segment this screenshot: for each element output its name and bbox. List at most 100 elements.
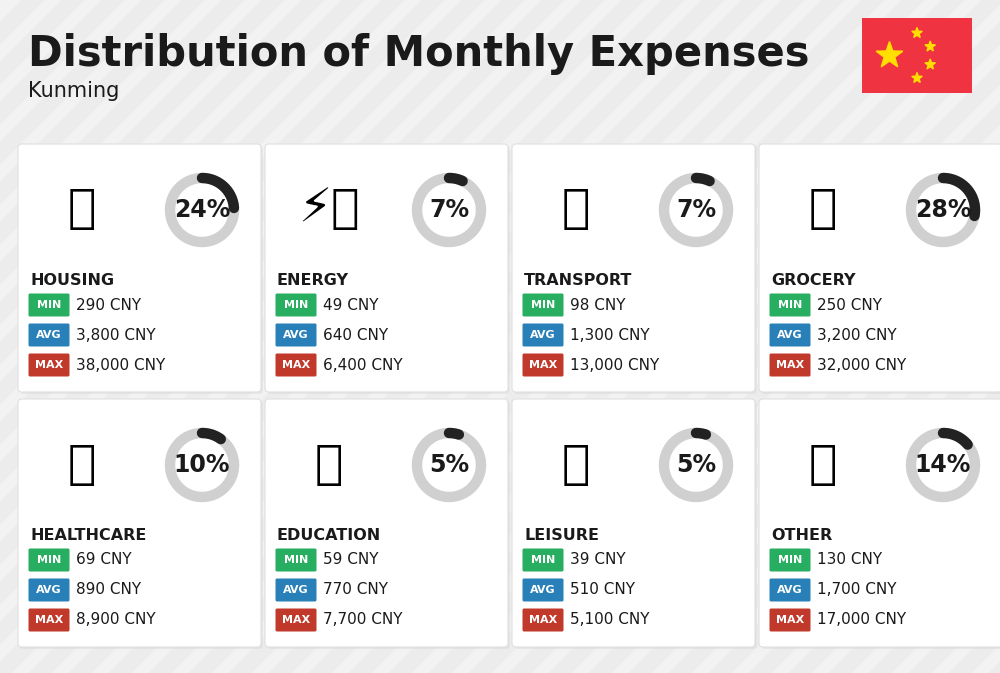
Text: MIN: MIN <box>531 300 555 310</box>
FancyBboxPatch shape <box>28 579 70 602</box>
FancyBboxPatch shape <box>28 293 70 316</box>
Text: 98 CNY: 98 CNY <box>570 297 626 312</box>
Text: 59 CNY: 59 CNY <box>323 553 378 567</box>
FancyBboxPatch shape <box>276 293 316 316</box>
Text: 890 CNY: 890 CNY <box>76 583 141 598</box>
FancyBboxPatch shape <box>28 324 70 347</box>
Text: AVG: AVG <box>777 585 803 595</box>
FancyBboxPatch shape <box>522 579 564 602</box>
Text: 8,900 CNY: 8,900 CNY <box>76 612 156 627</box>
Text: 38,000 CNY: 38,000 CNY <box>76 357 165 372</box>
Text: EDUCATION: EDUCATION <box>277 528 381 543</box>
Text: MIN: MIN <box>37 300 61 310</box>
Text: 640 CNY: 640 CNY <box>323 328 388 343</box>
FancyBboxPatch shape <box>514 146 757 394</box>
Text: 3,800 CNY: 3,800 CNY <box>76 328 156 343</box>
Text: 5,100 CNY: 5,100 CNY <box>570 612 650 627</box>
FancyBboxPatch shape <box>28 608 70 631</box>
Text: 1,700 CNY: 1,700 CNY <box>817 583 896 598</box>
FancyBboxPatch shape <box>770 293 810 316</box>
Text: 5%: 5% <box>676 453 716 477</box>
Text: 10%: 10% <box>174 453 230 477</box>
FancyBboxPatch shape <box>770 324 810 347</box>
Text: MAX: MAX <box>35 360 63 370</box>
Polygon shape <box>912 73 922 83</box>
Text: AVG: AVG <box>530 330 556 340</box>
Text: MIN: MIN <box>284 300 308 310</box>
Text: 39 CNY: 39 CNY <box>570 553 626 567</box>
Text: 🩺: 🩺 <box>68 443 96 487</box>
Text: 6,400 CNY: 6,400 CNY <box>323 357 403 372</box>
Text: 290 CNY: 290 CNY <box>76 297 141 312</box>
FancyBboxPatch shape <box>522 324 564 347</box>
Text: 32,000 CNY: 32,000 CNY <box>817 357 906 372</box>
Text: 🎓: 🎓 <box>315 443 343 487</box>
Text: 🏗️: 🏗️ <box>68 188 96 232</box>
FancyBboxPatch shape <box>522 548 564 571</box>
Text: TRANSPORT: TRANSPORT <box>524 273 632 288</box>
FancyBboxPatch shape <box>770 579 810 602</box>
Text: 5%: 5% <box>429 453 469 477</box>
Text: MIN: MIN <box>778 555 802 565</box>
Text: HEALTHCARE: HEALTHCARE <box>30 528 146 543</box>
FancyBboxPatch shape <box>18 399 261 647</box>
FancyBboxPatch shape <box>276 548 316 571</box>
Polygon shape <box>925 59 935 69</box>
Text: 770 CNY: 770 CNY <box>323 583 388 598</box>
Text: Distribution of Monthly Expenses: Distribution of Monthly Expenses <box>28 33 810 75</box>
Text: ENERGY: ENERGY <box>277 273 349 288</box>
Text: MAX: MAX <box>282 360 310 370</box>
Text: 13,000 CNY: 13,000 CNY <box>570 357 659 372</box>
Polygon shape <box>876 42 903 67</box>
Text: AVG: AVG <box>283 585 309 595</box>
Text: 510 CNY: 510 CNY <box>570 583 635 598</box>
Text: LEISURE: LEISURE <box>524 528 599 543</box>
Text: 🛍️: 🛍️ <box>562 443 590 487</box>
FancyBboxPatch shape <box>759 144 1000 392</box>
Text: 69 CNY: 69 CNY <box>76 553 132 567</box>
Text: 250 CNY: 250 CNY <box>817 297 882 312</box>
FancyBboxPatch shape <box>28 548 70 571</box>
FancyBboxPatch shape <box>770 608 810 631</box>
Text: MAX: MAX <box>776 615 804 625</box>
Text: MAX: MAX <box>282 615 310 625</box>
Text: Kunming: Kunming <box>28 81 119 101</box>
Text: AVG: AVG <box>36 330 62 340</box>
Bar <box>862 18 972 93</box>
Text: MAX: MAX <box>529 615 557 625</box>
FancyBboxPatch shape <box>770 353 810 376</box>
FancyBboxPatch shape <box>265 144 508 392</box>
FancyBboxPatch shape <box>512 144 755 392</box>
FancyBboxPatch shape <box>512 399 755 647</box>
Text: 130 CNY: 130 CNY <box>817 553 882 567</box>
Text: GROCERY: GROCERY <box>771 273 856 288</box>
Text: 🛒: 🛒 <box>809 188 837 232</box>
FancyBboxPatch shape <box>759 399 1000 647</box>
Text: MIN: MIN <box>778 300 802 310</box>
Text: AVG: AVG <box>36 585 62 595</box>
FancyBboxPatch shape <box>276 608 316 631</box>
Polygon shape <box>912 28 922 38</box>
Text: 49 CNY: 49 CNY <box>323 297 378 312</box>
FancyBboxPatch shape <box>761 401 1000 649</box>
FancyBboxPatch shape <box>522 293 564 316</box>
Text: 💛: 💛 <box>809 443 837 487</box>
FancyBboxPatch shape <box>522 353 564 376</box>
FancyBboxPatch shape <box>761 146 1000 394</box>
Text: 24%: 24% <box>174 198 230 222</box>
FancyBboxPatch shape <box>267 401 510 649</box>
Text: 7%: 7% <box>676 198 716 222</box>
Text: 17,000 CNY: 17,000 CNY <box>817 612 906 627</box>
Polygon shape <box>925 41 935 51</box>
Text: 1,300 CNY: 1,300 CNY <box>570 328 650 343</box>
Text: OTHER: OTHER <box>771 528 832 543</box>
FancyBboxPatch shape <box>20 401 263 649</box>
Text: AVG: AVG <box>283 330 309 340</box>
FancyBboxPatch shape <box>770 548 810 571</box>
FancyBboxPatch shape <box>276 579 316 602</box>
Text: MAX: MAX <box>529 360 557 370</box>
FancyBboxPatch shape <box>276 353 316 376</box>
Text: MIN: MIN <box>284 555 308 565</box>
FancyBboxPatch shape <box>267 146 510 394</box>
FancyBboxPatch shape <box>265 399 508 647</box>
